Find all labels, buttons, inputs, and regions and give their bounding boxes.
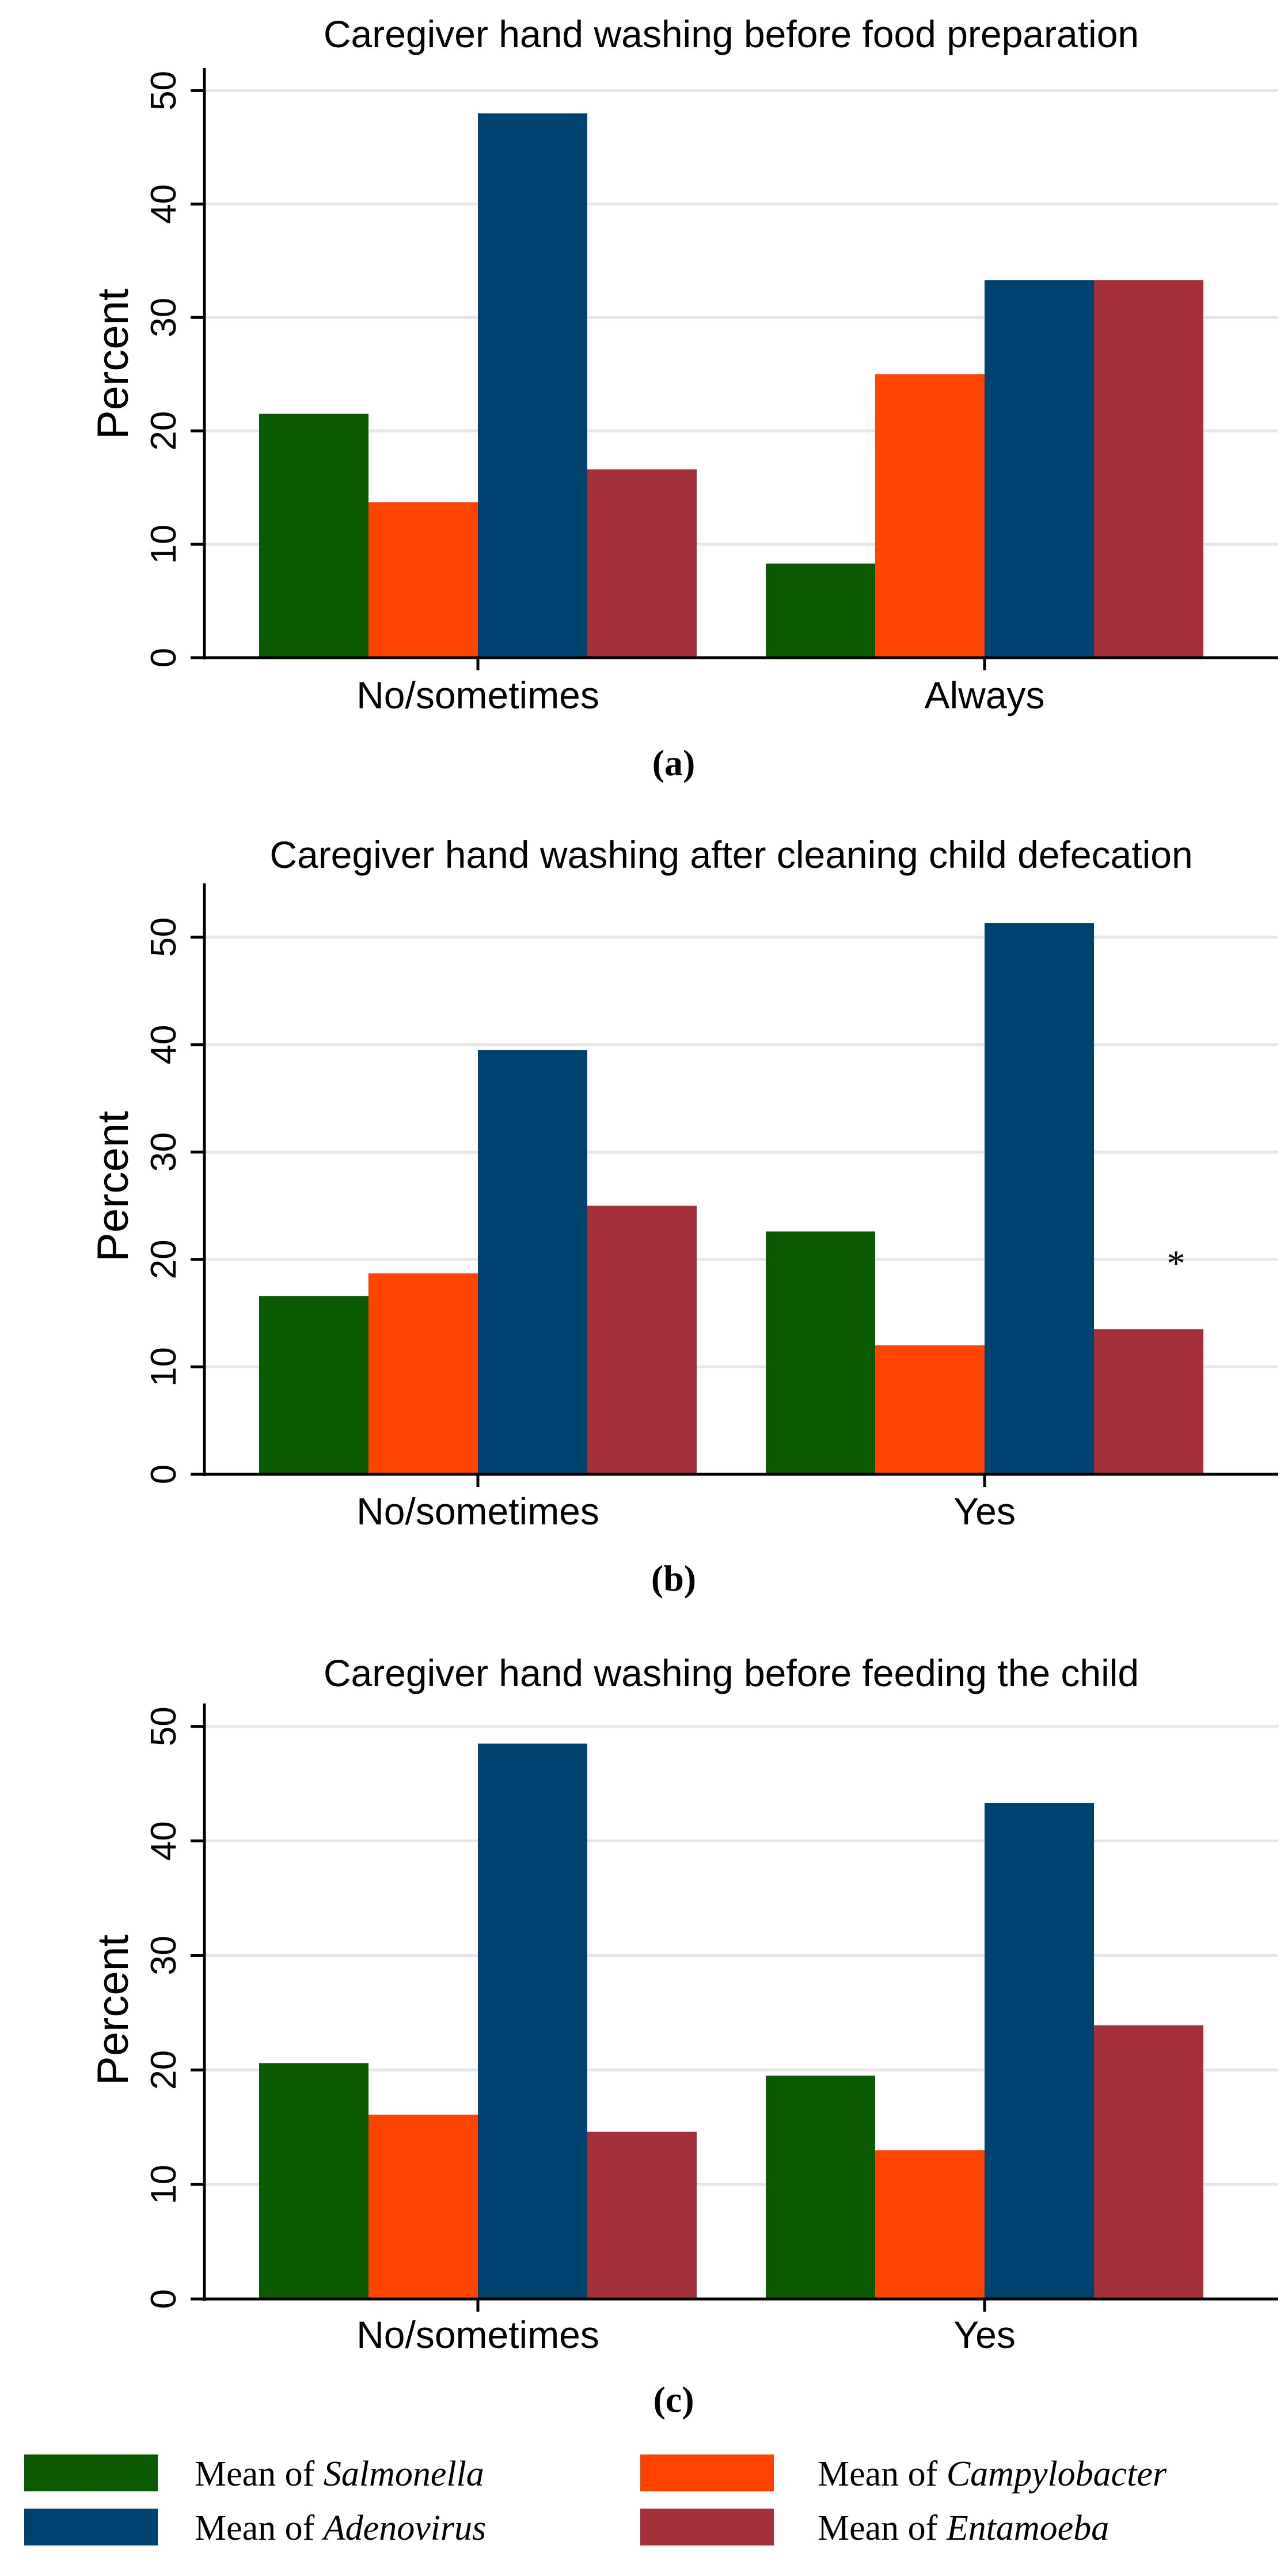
- panel-b-y-tick-label: 10: [144, 1347, 184, 1387]
- legend-item-adenovirus: Mean of Adenovirus: [24, 2509, 486, 2548]
- panel-c-title: Caregiver hand washing before feeding th…: [324, 1652, 1139, 1694]
- legend-item-entamoeba: Mean of Entamoeba: [640, 2509, 1109, 2548]
- panel-b-y-tick-label: 0: [144, 1465, 184, 1484]
- legend-swatch-adenovirus: [24, 2509, 158, 2545]
- panel-b-bar-adenovirus-group1: [478, 1050, 587, 1474]
- panel-a-plot-area: No/sometimes Always 0 10 20 30 40 50: [144, 68, 1278, 716]
- panel-c: No/sometimes Yes 0 10 20 30 40 50 Caregiver han…: [89, 1652, 1278, 2420]
- panel-a-bar-salmonella-group1: [259, 413, 368, 658]
- panel-a-bar-adenovirus-group1: [478, 113, 587, 658]
- panel-c-bar-salmonella-group2: [766, 2076, 875, 2299]
- legend-swatch-campylobacter: [640, 2454, 774, 2491]
- panel-c-bar-campylobacter-group2: [875, 2150, 985, 2299]
- panel-b-bar-salmonella-group2: [766, 1231, 875, 1474]
- panel-a-y-tick-label: 0: [144, 648, 184, 667]
- legend-label-entamoeba: Mean of Entamoeba: [818, 2509, 1109, 2548]
- panel-c-y-tick-label: 20: [144, 2050, 184, 2090]
- panel-b-bar-salmonella-group1: [259, 1296, 368, 1474]
- panel-c-bar-salmonella-group1: [259, 2063, 368, 2299]
- panel-a-y-tick-label: 50: [144, 71, 184, 111]
- panel-b-y-axis-label: Percent: [89, 1111, 138, 1262]
- panel-c-plot-area: No/sometimes Yes 0 10 20 30 40 50: [144, 1704, 1278, 2356]
- panel-a-y-tick-label: 20: [144, 411, 184, 451]
- panel-a-bar-adenovirus-group2: [985, 280, 1094, 658]
- panel-c-y-tick-label: 10: [144, 2165, 184, 2205]
- panel-c-category-label: No/sometimes: [356, 2313, 599, 2356]
- panel-a: No/sometimes Always 0 10 20 30 40 50 Caregiver …: [89, 13, 1278, 783]
- panel-b-plot-area: No/sometimes Yes 0 10 20 30 40 50 *: [144, 883, 1278, 1532]
- panel-b-label: (b): [651, 1558, 696, 1599]
- panel-a-bar-salmonella-group2: [766, 563, 875, 658]
- panel-b-category-label: No/sometimes: [356, 1490, 599, 1532]
- panel-a-bar-entamoeba-group2: [1094, 280, 1203, 658]
- panel-c-bar-entamoeba-group1: [587, 2131, 697, 2299]
- panel-a-bar-entamoeba-group1: [587, 469, 697, 658]
- legend-item-salmonella: Mean of Salmonella: [24, 2454, 484, 2494]
- panel-b-title: Caregiver hand washing after cleaning ch…: [269, 833, 1192, 876]
- panel-c-bar-adenovirus-group2: [985, 1803, 1094, 2299]
- legend: Mean of Salmonella Mean of Campylobacter…: [24, 2454, 1167, 2548]
- panel-c-y-axis-label: Percent: [89, 1934, 138, 2085]
- panel-a-label: (a): [652, 742, 696, 783]
- panel-a-category-label: Always: [924, 674, 1044, 716]
- panel-c-category-label: Yes: [953, 2313, 1016, 2356]
- panel-b-y-tick-label: 40: [144, 1025, 184, 1064]
- panel-c-y-tick-label: 0: [144, 2289, 184, 2309]
- panel-a-y-tick-label: 30: [144, 298, 184, 337]
- panel-a-bar-campylobacter-group2: [875, 374, 985, 658]
- legend-label-adenovirus: Mean of Adenovirus: [195, 2509, 486, 2548]
- panel-b-y-tick-label: 50: [144, 917, 184, 957]
- panel-c-bar-adenovirus-group1: [478, 1743, 587, 2299]
- legend-item-campylobacter: Mean of Campylobacter: [640, 2454, 1167, 2494]
- panel-b-bar-entamoeba-group2: [1094, 1329, 1203, 1474]
- panel-c-y-tick-label: 30: [144, 1936, 184, 1975]
- panel-b-bar-campylobacter-group2: [875, 1345, 985, 1474]
- panel-b: No/sometimes Yes 0 10 20 30 40 50 * Caregiver ha…: [89, 833, 1278, 1599]
- legend-swatch-salmonella: [24, 2454, 158, 2491]
- panel-b-category-label: Yes: [953, 1490, 1016, 1532]
- legend-swatch-entamoeba: [640, 2509, 774, 2545]
- panel-a-y-tick-label: 40: [144, 184, 184, 224]
- panel-c-bar-campylobacter-group1: [368, 2114, 478, 2299]
- legend-label-campylobacter: Mean of Campylobacter: [818, 2454, 1167, 2494]
- panel-c-y-tick-label: 40: [144, 1821, 184, 1861]
- panel-c-y-tick-label: 50: [144, 1706, 184, 1746]
- panel-b-bar-entamoeba-group1: [587, 1205, 697, 1474]
- panel-b-significance-marker: *: [1167, 1243, 1186, 1284]
- legend-label-salmonella: Mean of Salmonella: [195, 2454, 484, 2494]
- panel-a-bar-campylobacter-group1: [368, 502, 478, 658]
- panel-b-bar-adenovirus-group2: [985, 923, 1094, 1474]
- panel-b-y-tick-label: 20: [144, 1239, 184, 1279]
- panel-a-category-label: No/sometimes: [356, 674, 599, 716]
- panel-b-y-tick-label: 30: [144, 1132, 184, 1172]
- panel-a-y-axis-label: Percent: [89, 289, 138, 439]
- panel-c-bar-entamoeba-group2: [1094, 2025, 1203, 2299]
- panel-c-label: (c): [653, 2379, 694, 2420]
- panel-a-y-tick-label: 10: [144, 525, 184, 564]
- panel-a-title: Caregiver hand washing before food prepa…: [324, 13, 1139, 55]
- panel-b-bar-campylobacter-group1: [368, 1273, 478, 1474]
